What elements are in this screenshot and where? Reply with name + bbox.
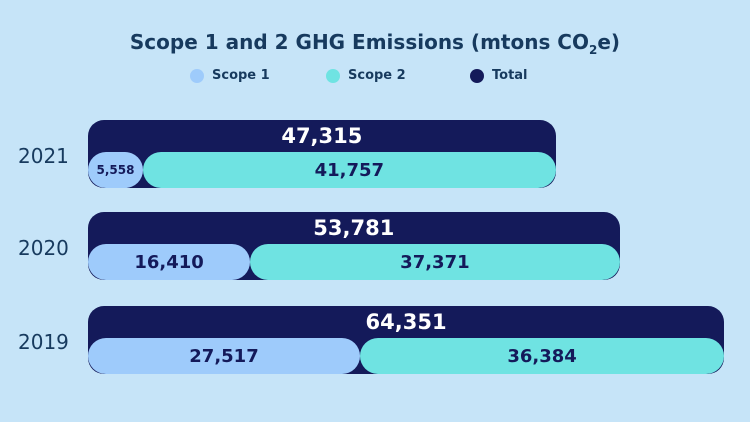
total-bar-2019: 64,351 27,517 36,384 bbox=[88, 306, 725, 374]
year-label-2021: 2021 bbox=[18, 144, 69, 168]
legend-swatch bbox=[470, 68, 484, 83]
chart-title: Scope 1 and 2 GHG Emissions (mtons CO2e) bbox=[129, 30, 621, 57]
legend-swatch bbox=[190, 68, 204, 83]
legend-label: Total bbox=[492, 68, 528, 83]
legend-label: Scope 2 bbox=[348, 68, 406, 83]
legend: Scope 1 Scope 2 Total bbox=[0, 68, 750, 90]
total-bar-2021: 47,315 5,558 41,757 bbox=[88, 120, 556, 188]
year-label-2019: 2019 bbox=[18, 330, 69, 354]
scope1-segment-2021: 5,558 bbox=[88, 152, 143, 188]
total-value-label: 47,315 bbox=[281, 124, 363, 148]
legend-item-scope-1: Scope 1 bbox=[190, 68, 270, 83]
total-value-label: 64,351 bbox=[365, 310, 447, 334]
legend-swatch bbox=[326, 68, 340, 83]
legend-item-total: Total bbox=[470, 68, 528, 83]
legend-label: Scope 1 bbox=[212, 68, 270, 83]
legend-item-scope-2: Scope 2 bbox=[326, 68, 406, 83]
total-bar-2020: 53,781 16,410 37,371 bbox=[88, 212, 620, 280]
scope1-segment-2019: 27,517 bbox=[88, 338, 360, 374]
year-label-2020: 2020 bbox=[18, 236, 69, 260]
scope2-segment-2019: 36,384 bbox=[360, 338, 725, 374]
scope1-segment-2020: 16,410 bbox=[88, 244, 251, 280]
scope2-segment-2020: 37,371 bbox=[250, 244, 620, 280]
total-value-label: 53,781 bbox=[313, 216, 395, 240]
scope2-segment-2021: 41,757 bbox=[142, 152, 556, 188]
